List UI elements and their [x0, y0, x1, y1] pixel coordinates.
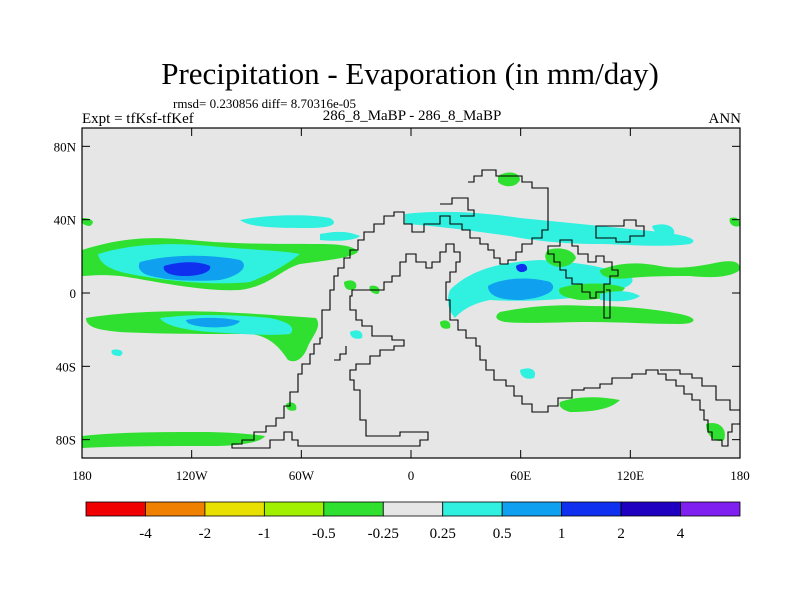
- tethys-inner-outline: [547, 239, 619, 299]
- left-label: Expt = tfKsf-tfKef: [82, 111, 194, 127]
- y-tick-label: 40N: [54, 213, 77, 228]
- indian-ocean-blue-patch: [488, 278, 554, 300]
- east-block-outline: [595, 219, 645, 243]
- colorbar-label: 0.25: [430, 526, 456, 542]
- north-atlantic-cyan-band: [240, 215, 334, 228]
- south-indian-green-band: [496, 305, 694, 324]
- y-tick-label: 80S: [56, 433, 76, 448]
- colorbar-swatch: [620, 501, 681, 517]
- colorbar-swatch: [323, 501, 384, 517]
- colorbar-label: -1: [258, 526, 271, 542]
- north-block-outline: [440, 197, 475, 217]
- colorbar-swatch: [561, 501, 622, 517]
- x-tick-label: 0: [408, 468, 415, 483]
- stats-label: rmsd= 0.230856 diff= 8.70316e-05: [173, 96, 356, 111]
- colorbar-swatch: [145, 501, 206, 517]
- colorbar-label: -0.5: [312, 526, 336, 542]
- colorbar-label: 4: [677, 526, 685, 542]
- right-label: ANN: [709, 111, 742, 127]
- colorbar-swatch: [680, 501, 741, 517]
- x-tick-label: 120E: [617, 468, 645, 483]
- antarctic-cyan-spot: [520, 368, 536, 379]
- antarctic-green-band-west: [82, 432, 265, 448]
- chart-title: Precipitation - Evaporation (in mm/day): [161, 56, 659, 91]
- colorbar-label: 1: [558, 526, 566, 542]
- y-tick-label: 80N: [54, 139, 77, 154]
- north-pacific-darkblue-core: [163, 262, 211, 276]
- colorbar-swatch: [442, 501, 503, 517]
- colorbar: -4 -2 -1 -0.5 -0.25 0.25 0.5 1 2 4: [85, 501, 741, 542]
- colorbar-swatch: [263, 501, 325, 517]
- x-tick-label: 60E: [510, 468, 531, 483]
- tethys-darkblue-spot: [516, 263, 528, 273]
- colorbar-label: 0.5: [493, 526, 512, 542]
- y-tick-label: 40S: [56, 359, 76, 374]
- south-green-spot-2: [440, 320, 451, 329]
- south-pacific-blue-band: [186, 317, 240, 328]
- southeast-block-outline: [600, 289, 611, 319]
- colorbar-label: -0.25: [368, 526, 399, 542]
- colorbar-label: -4: [139, 526, 152, 542]
- antarctic-green-patch-far-east: [706, 422, 725, 442]
- colorbar-swatch: [204, 501, 265, 517]
- x-tick-label: 180: [730, 468, 750, 483]
- southwest-cyan-spot: [111, 349, 123, 356]
- x-axis: 180 120W 60W 0 60E 120E 180: [72, 128, 750, 483]
- subtitle: 286_8_MaBP - 286_8_MaBP: [323, 108, 502, 124]
- contour-fills: [82, 172, 740, 448]
- plot-background: [82, 128, 740, 458]
- south-atlantic-green-patch: [344, 280, 357, 290]
- south-atlantic-inner-outline: [334, 346, 347, 361]
- tethys-green-blob: [545, 248, 576, 267]
- north-cyan-strip: [320, 231, 360, 241]
- x-tick-label: 120W: [176, 468, 209, 483]
- y-axis: 80N 40N 0 40S 80S: [54, 139, 740, 448]
- tethys-cyan-band: [405, 211, 694, 246]
- colorbar-swatch: [85, 501, 146, 517]
- colorbar-swatch: [501, 501, 563, 517]
- south-cyan-patch: [350, 330, 363, 339]
- x-tick-label: 60W: [289, 468, 315, 483]
- continent-outline: [231, 169, 740, 449]
- colorbar-label: 2: [617, 526, 625, 542]
- x-tick-label: 180: [72, 468, 92, 483]
- southwest-green-spot: [286, 402, 297, 411]
- north-cyan-spot-1: [652, 224, 675, 236]
- colorbar-label: -2: [199, 526, 212, 542]
- y-tick-label: 0: [70, 286, 77, 301]
- pangaea-outline: [231, 169, 740, 449]
- antarctic-green-patch-east: [559, 397, 620, 412]
- east-green-band: [600, 261, 740, 279]
- colorbar-swatch: [382, 501, 444, 517]
